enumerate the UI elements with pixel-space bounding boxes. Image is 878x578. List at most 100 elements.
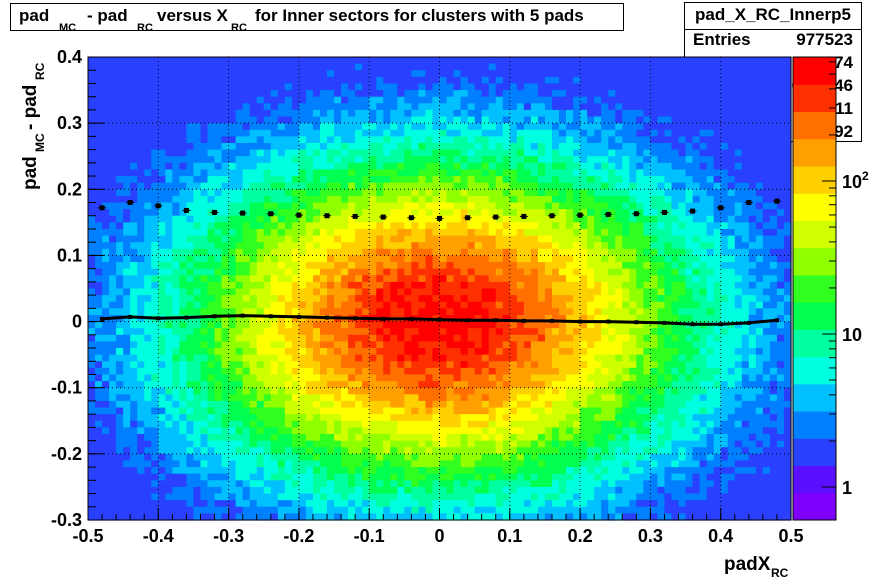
heatmap-cell [488, 182, 497, 190]
heatmap-cell [327, 321, 335, 329]
heatmap-cell [137, 90, 145, 98]
heatmap-cell [551, 460, 560, 468]
heatmap-cell [404, 222, 412, 230]
heatmap-cell [481, 361, 490, 369]
heatmap-cell [327, 473, 335, 481]
heatmap-cell [95, 381, 103, 389]
heatmap-cell [362, 57, 370, 65]
heatmap-cell [481, 473, 490, 481]
heatmap-cell [418, 116, 427, 124]
heatmap-cell [193, 202, 202, 210]
heatmap-cell [559, 420, 567, 428]
heatmap-cell [509, 182, 518, 190]
heatmap-cell [425, 90, 434, 98]
heatmap-cell [390, 202, 398, 210]
heatmap-cell [277, 116, 286, 124]
heatmap-cell [263, 228, 272, 237]
heatmap-cell [319, 295, 328, 303]
heatmap-cell [144, 136, 152, 144]
heatmap-cell [418, 493, 427, 501]
heatmap-cell [509, 176, 518, 184]
heatmap-cell [481, 334, 490, 343]
heatmap-cell [573, 156, 581, 164]
heatmap-cell [172, 434, 180, 442]
heatmap-cell [397, 367, 405, 376]
heatmap-cell [298, 400, 307, 409]
heatmap-cell [425, 473, 434, 481]
heatmap-cell [151, 149, 159, 157]
heatmap-cell [537, 202, 546, 210]
heatmap-cell [411, 500, 420, 508]
heatmap-cell [95, 467, 103, 475]
heatmap-cell [467, 387, 476, 395]
heatmap-cell [348, 235, 356, 243]
heatmap-cell [537, 242, 546, 250]
heatmap-cell [116, 486, 124, 495]
heatmap-cell [551, 500, 560, 508]
heatmap-cell [467, 215, 476, 223]
heatmap-cell [467, 288, 476, 296]
heatmap-cell [179, 242, 188, 250]
heatmap-cell [298, 116, 307, 124]
heatmap-cell [144, 473, 152, 481]
heatmap-cell [551, 506, 560, 514]
heatmap-cell [249, 467, 258, 475]
heatmap-cell [214, 400, 223, 409]
heatmap-cell [390, 169, 398, 177]
heatmap-cell [580, 215, 588, 223]
heatmap-cell [319, 176, 328, 184]
heatmap-cell [193, 209, 202, 217]
heatmap-cell [179, 374, 188, 382]
heatmap-cell [207, 407, 216, 415]
heatmap-cell [439, 506, 448, 514]
heatmap-cell [376, 235, 384, 243]
heatmap-cell [390, 473, 398, 481]
heatmap-cell [376, 467, 384, 475]
heatmap-cell [376, 76, 384, 85]
heatmap-cell [474, 321, 483, 329]
heatmap-cell [362, 255, 370, 263]
heatmap-cell [362, 453, 370, 462]
heatmap-cell [221, 400, 230, 409]
heatmap-cell [102, 460, 110, 468]
heatmap-cell [221, 123, 230, 131]
heatmap-cell [207, 281, 216, 290]
heatmap-cell [481, 262, 490, 270]
heatmap-cell [200, 513, 209, 521]
heatmap-cell [256, 215, 265, 223]
heatmap-cell [214, 301, 223, 309]
heatmap-cell [158, 288, 166, 296]
heatmap-cell [362, 90, 370, 98]
heatmap-cell [566, 440, 574, 448]
heatmap-cell [376, 169, 384, 177]
heatmap-cell [573, 500, 581, 508]
heatmap-cell [411, 255, 420, 263]
heatmap-cell [312, 83, 321, 91]
heatmap-cell [432, 414, 441, 422]
heatmap-cell [88, 235, 96, 243]
heatmap-cell [390, 328, 398, 336]
heatmap-cell [369, 142, 377, 151]
heatmap-cell [559, 281, 567, 290]
heatmap-cell [298, 506, 307, 514]
heatmap-cell [256, 109, 265, 118]
heatmap-cell [390, 500, 398, 508]
heatmap-cell [425, 301, 434, 309]
heatmap-cell [95, 500, 103, 508]
heatmap-cell [214, 354, 223, 362]
heatmap-cell [446, 103, 455, 111]
heatmap-cell [537, 76, 546, 85]
heatmap-cell [559, 142, 567, 151]
heatmap-cell [355, 76, 363, 85]
heatmap-cell [559, 387, 567, 395]
heatmap-cell [481, 381, 490, 389]
heatmap-cell [109, 116, 117, 124]
heatmap-cell [249, 381, 258, 389]
heatmap-cell [193, 328, 202, 336]
heatmap-cell [249, 149, 258, 157]
heatmap-cell [355, 248, 363, 257]
heatmap-cell [383, 195, 391, 204]
heatmap-cell [573, 295, 581, 303]
heatmap-cell [537, 348, 546, 356]
heatmap-cell [123, 162, 131, 171]
